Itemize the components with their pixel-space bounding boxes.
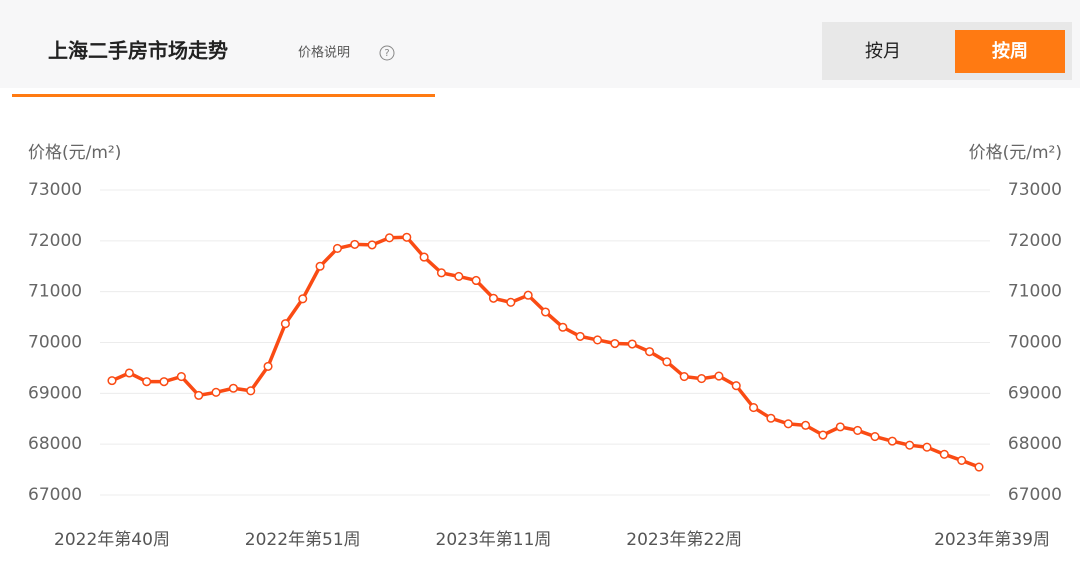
point: [506, 297, 516, 307]
x-tick-label: 2023年第22周: [626, 530, 742, 550]
point: [176, 372, 186, 382]
x-tick-label: 2023年第11周: [436, 530, 552, 550]
point: [367, 240, 377, 250]
y-tick-label: 70000: [28, 333, 82, 353]
point: [766, 413, 776, 423]
point: [905, 440, 915, 450]
point: [957, 455, 967, 465]
point: [159, 377, 169, 387]
point: [280, 319, 290, 329]
point: [540, 307, 551, 317]
y2-tick-label: 73000: [1008, 180, 1062, 200]
point: [783, 419, 793, 429]
title-underline: [12, 94, 435, 97]
point: [644, 347, 655, 357]
point: [142, 377, 152, 387]
y-tick-label: 71000: [28, 282, 82, 302]
point: [870, 431, 880, 442]
y-tick-label: 67000: [28, 485, 82, 505]
point: [887, 436, 897, 446]
point: [835, 422, 845, 432]
tab-week-bg[interactable]: [955, 30, 1065, 73]
point: [714, 371, 724, 381]
point: [939, 449, 949, 459]
point: [384, 233, 394, 243]
info-link[interactable]: 价格说明: [298, 45, 350, 61]
tab-week[interactable]: 按周: [992, 40, 1028, 62]
point: [592, 335, 603, 345]
point: [679, 372, 689, 382]
point: [124, 368, 134, 378]
x-tick-label: 2023年第39周: [934, 530, 1050, 550]
point: [211, 387, 221, 397]
tab-month[interactable]: 按月: [865, 41, 901, 62]
point: [523, 290, 533, 300]
y2-tick-label: 69000: [1008, 383, 1062, 403]
info-icon-glyph: ?: [384, 48, 389, 59]
point: [488, 293, 499, 303]
x-tick-label: 2022年第51周: [245, 530, 361, 550]
y2-tick-label: 71000: [1008, 282, 1062, 302]
y2-tick-label: 72000: [1008, 231, 1062, 251]
point: [228, 383, 238, 393]
point: [471, 275, 481, 286]
point: [194, 390, 204, 400]
point: [697, 374, 707, 384]
title: 上海二手房市场走势: [48, 39, 228, 63]
point: [749, 403, 759, 413]
info-icon[interactable]: [379, 45, 395, 61]
point: [558, 322, 568, 332]
y2-tick-label: 70000: [1008, 333, 1062, 353]
point: [801, 420, 811, 430]
point: [662, 357, 672, 367]
x-tick-label: 2022年第40周: [54, 530, 170, 550]
point: [974, 462, 984, 472]
point: [332, 243, 342, 254]
point: [731, 381, 741, 391]
y2-tick-label: 67000: [1008, 485, 1062, 505]
y2-axis-label: 价格(元/m²): [969, 143, 1062, 163]
point: [419, 252, 429, 262]
point: [818, 430, 828, 440]
point: [402, 232, 412, 242]
point: [627, 339, 637, 349]
point: [298, 294, 308, 304]
y-axis-label: 价格(元/m²): [28, 143, 121, 163]
point: [263, 361, 273, 371]
y-tick-label: 68000: [28, 434, 82, 454]
y2-tick-label: 68000: [1008, 434, 1062, 454]
point: [575, 331, 585, 341]
point: [922, 442, 932, 452]
y-tick-label: 69000: [28, 383, 82, 403]
point: [246, 386, 256, 396]
point: [315, 261, 325, 271]
point: [610, 338, 620, 349]
point: [853, 425, 863, 435]
point: [350, 239, 360, 249]
price-line: [111, 235, 980, 469]
y-tick-label: 73000: [28, 180, 82, 200]
point: [454, 271, 464, 281]
point: [107, 376, 117, 386]
point: [436, 268, 447, 278]
y-tick-label: 72000: [28, 231, 82, 251]
